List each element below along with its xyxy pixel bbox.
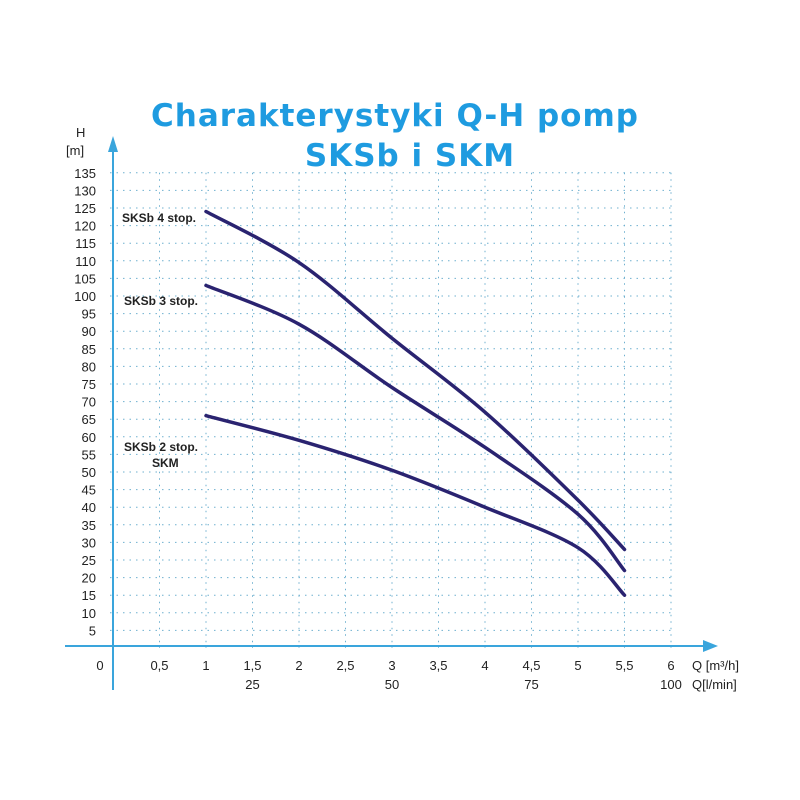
y-tick-label: 125 (74, 201, 96, 216)
x2-tick-label: 25 (245, 677, 259, 692)
x-tick-label: 0 (96, 658, 103, 673)
x-tick-label: 3 (388, 658, 395, 673)
x-tick-label: 5,5 (615, 658, 633, 673)
y-axis-unit: [m] (66, 143, 84, 158)
y-tick-label: 75 (82, 377, 96, 392)
series-label-4: SKSb 4 stop. (122, 211, 196, 225)
y-tick-label: 35 (82, 518, 96, 533)
chart-title: Charakterystyki Q-H pomp (151, 98, 639, 134)
x-tick-label: 0,5 (150, 658, 168, 673)
y-tick-label: 45 (82, 483, 96, 498)
x-axis-label: Q [m³/h] (692, 658, 739, 673)
x-tick-label: 2,5 (336, 658, 354, 673)
x2-tick-label: 75 (524, 677, 538, 692)
y-tick-label: 10 (82, 606, 96, 621)
y-tick-label: 130 (74, 183, 96, 198)
y-tick-label: 55 (82, 447, 96, 462)
y-tick-label: 110 (75, 254, 96, 269)
y-tick-label: 60 (82, 430, 96, 445)
y-tick-label: 25 (82, 553, 96, 568)
x2-tick-label: 100 (660, 677, 682, 692)
x-tick-label: 5 (574, 658, 581, 673)
chart-subtitle: SKSb i SKM (304, 138, 516, 174)
y-tick-label: 115 (75, 236, 96, 251)
y-tick-label: 105 (74, 271, 96, 286)
grid (110, 172, 672, 648)
x-tick-label: 3,5 (429, 658, 447, 673)
y-tick-label: 30 (82, 535, 96, 550)
x-tick-label: 1,5 (243, 658, 261, 673)
x-axis-arrow (703, 640, 718, 652)
y-tick-label: 40 (82, 500, 96, 515)
series-label-3: SKSb 3 stop. (124, 294, 198, 308)
y-tick-label: 85 (82, 342, 96, 357)
x-tick-label: 4 (481, 658, 488, 673)
y-tick-label: 135 (74, 166, 96, 181)
series-label-2: SKSb 2 stop. (124, 440, 198, 454)
axes (65, 136, 718, 690)
y-tick-label: 95 (82, 307, 96, 322)
y-tick-label: 70 (82, 395, 96, 410)
series-line-2 (204, 283, 627, 573)
y-tick-label: 5 (89, 623, 96, 638)
series-label-skm: SKM (152, 456, 179, 470)
y-tick-label: 50 (82, 465, 96, 480)
series-lines (204, 209, 627, 597)
y-axis-arrow (108, 136, 118, 152)
y-tick-label: 15 (82, 588, 96, 603)
x2-tick-label: 50 (385, 677, 399, 692)
x-tick-label: 2 (295, 658, 302, 673)
y-tick-label: 65 (82, 412, 96, 427)
y-tick-label: 80 (82, 359, 96, 374)
y-tick-label: 90 (82, 324, 96, 339)
series-line-3 (204, 413, 627, 597)
tick-labels: 5101520253035404550556065707580859095100… (74, 166, 682, 692)
x-tick-label: 6 (667, 658, 674, 673)
y-tick-label: 100 (74, 289, 96, 304)
x-tick-label: 4,5 (522, 658, 540, 673)
y-tick-label: 20 (82, 571, 96, 586)
y-axis-label: H (76, 125, 85, 140)
series-line-1 (204, 209, 627, 552)
x2-axis-label: Q[l/min] (692, 677, 737, 692)
y-tick-label: 120 (74, 219, 96, 234)
x-tick-label: 1 (202, 658, 209, 673)
